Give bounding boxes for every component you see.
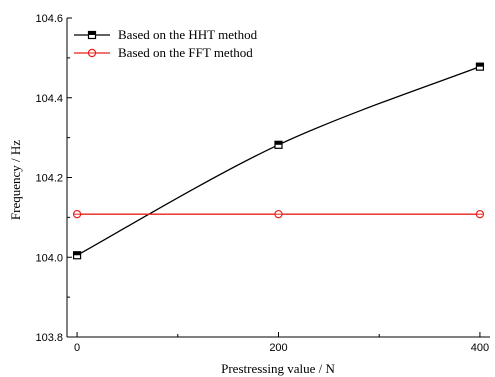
x-tick-label: 200 [269, 342, 287, 354]
series-2 [72, 209, 485, 219]
axes: 103.8 104.0 104.2 104.4 104.6 0 200 400 [35, 13, 490, 354]
data-point-fill [73, 251, 81, 256]
y-tick-label: 104.0 [35, 252, 63, 264]
data-point-fill [476, 63, 484, 67]
y-tick-label: 103.8 [35, 332, 63, 344]
x-tick-label: 0 [74, 342, 80, 354]
legend-item-2: Based on the FFT method [74, 45, 253, 60]
y-tick-label: 104.2 [35, 173, 63, 185]
x-tick-label: 400 [471, 342, 489, 354]
data-point-fill [88, 31, 96, 35]
y-tick-label: 104.4 [35, 93, 63, 105]
legend-item-1: Based on the HHT method [74, 27, 258, 42]
legend-label: Based on the HHT method [118, 27, 258, 42]
legend-label: Based on the FFT method [118, 45, 253, 60]
y-tick-label: 104.6 [35, 13, 63, 25]
x-axis-title: Prestressing value / N [221, 361, 335, 376]
legend: Based on the HHT method Based on the FFT … [74, 27, 258, 60]
series-line [76, 66, 481, 256]
y-axis-title: Frequency / Hz [8, 140, 23, 220]
series-1 [72, 62, 485, 260]
series-layer [72, 62, 485, 260]
data-point-fill [275, 141, 282, 145]
